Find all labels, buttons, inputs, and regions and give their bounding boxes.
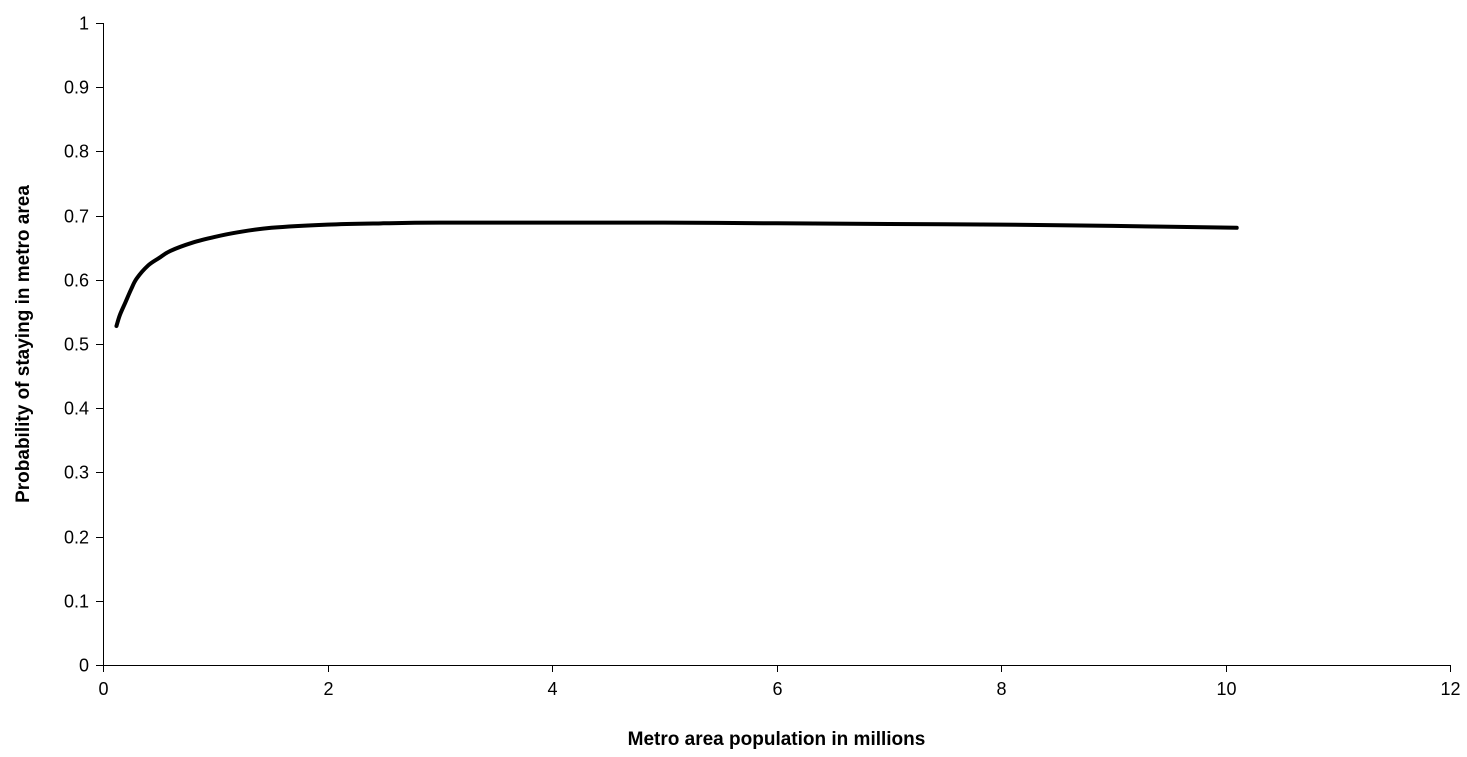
x-tick-label: 2 <box>323 679 333 699</box>
y-tick-label: 0 <box>79 656 89 676</box>
series-line-0 <box>114 220 1239 329</box>
y-tick-label: 1 <box>79 14 89 34</box>
x-tick-label: 6 <box>772 679 782 699</box>
axes <box>103 23 1450 666</box>
y-tick-label: 0.7 <box>64 207 89 227</box>
x-tick-label: 8 <box>996 679 1006 699</box>
y-tick-label: 0.4 <box>64 399 89 419</box>
y-tick-label: 0.8 <box>64 142 89 162</box>
y-tick-label: 0.2 <box>64 528 89 548</box>
x-tick-label: 4 <box>547 679 557 699</box>
y-axis-ticks: 0 0.1 0.2 0.3 0.4 0.5 0.6 0.7 0.8 0.9 1 <box>64 14 103 676</box>
x-axis-title: Metro area population in millions <box>628 729 926 750</box>
y-tick-label: 0.1 <box>64 592 89 612</box>
x-tick-label: 10 <box>1216 679 1236 699</box>
x-tick-label: 0 <box>98 679 108 699</box>
y-axis-title: Probability of staying in metro area <box>13 185 34 503</box>
x-tick-label: 12 <box>1440 679 1460 699</box>
y-tick-label: 0.3 <box>64 463 89 483</box>
y-tick-label: 0.9 <box>64 78 89 98</box>
y-tick-label: 0.5 <box>64 335 89 355</box>
x-axis-ticks: 0 2 4 6 8 10 12 <box>98 665 1461 699</box>
plot-area <box>114 220 1239 329</box>
y-tick-label: 0.6 <box>64 271 89 291</box>
